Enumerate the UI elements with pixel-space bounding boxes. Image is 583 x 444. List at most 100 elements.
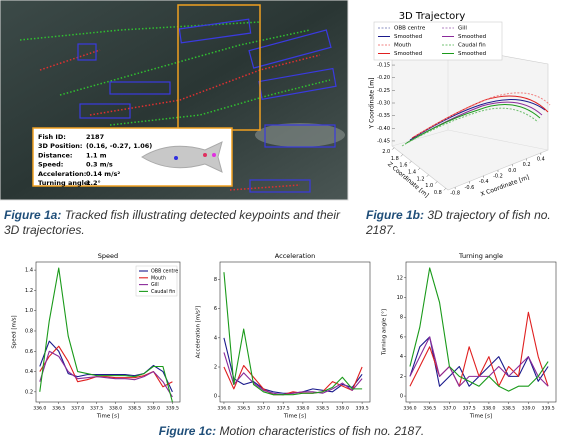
y-axis-label: Speed [m/s] [12,315,18,348]
z-tick [435,181,438,184]
info-value: 1.1 m [86,151,107,159]
y-tick-label: 2 [214,365,217,371]
series-line [39,267,173,403]
x-tick-label: 0.2 [523,162,531,168]
x-tick-label: 337.0 [71,406,84,412]
x-tick-label: 336.5 [423,406,436,412]
tracking-photo [0,0,349,201]
axis-label: X Coordinate [m] [480,174,531,198]
chart-title: Acceleration [275,252,315,260]
y-tick-label: -0.25 [377,88,390,94]
caption-1c: Figure 1c: Motion characteristics of fis… [0,424,583,439]
chart-title: 3D Trajectory [399,11,466,22]
z-tick [409,161,412,164]
plot-area [219,261,371,403]
x-tick-label: 338.0 [109,406,122,412]
x-tick-label: 337.5 [463,406,476,412]
z-tick [426,174,429,177]
x-axis-label: Time [s] [283,414,306,420]
legend-label: Smoothed [394,51,422,57]
y-axis-label: Turning angle [°] [382,309,388,356]
y-tick-label: 1.2 [25,288,33,294]
z-tick [417,167,421,171]
y-tick-label: -0.30 [377,101,390,107]
x-tick-label: 338.0 [296,406,309,412]
x-tick-label: -0.8 [450,191,460,197]
info-label: Speed: [38,161,63,169]
x-tick-label: 0.0 [508,168,516,174]
info-value: 0.14 m/s² [86,170,120,178]
x-tick-label: 336.0 [33,406,46,412]
series-line [409,336,549,387]
y-tick-label: -0.35 [377,113,390,119]
chart-title: Turning angle [458,252,503,260]
info-label: 3D Position: [38,142,83,150]
x-tick-label: 338.5 [502,406,515,412]
caption-text: Tracked fish illustrating detected keypo… [4,208,340,237]
x-tick-label: 336.0 [403,406,416,412]
info-label: Acceleration: [38,170,86,178]
series-line [223,352,363,396]
y-axis-label: Acceleration [m/s²] [195,306,202,359]
chart-title: Speed [98,252,118,260]
legend-label: Mouth [151,275,166,281]
legend-label: Mouth [394,43,412,49]
legend-label: Caudal fin [151,289,175,295]
y-tick-label: -0.20 [377,75,390,81]
x-tick-label: 339.0 [336,406,349,412]
axis-label: Y Coordinate [m] [369,78,376,130]
x-tick-label: 339.5 [356,406,369,412]
y-tick-label: 6 [214,306,217,312]
legend-label: Gill [458,26,467,32]
info-value: (0.16, -0.27, 1.06) [86,142,152,150]
y-tick-label: 0.8 [25,328,33,334]
x-tick-label: -0.6 [465,185,475,191]
legend-label: Smoothed [458,51,486,57]
x-tick-label: 0.4 [537,156,545,162]
z-tick-label: 2.0 [382,149,390,155]
y-tick-label: 2 [400,374,403,380]
x-tick-label: 339.0 [147,406,160,412]
x-tick-label: 336.5 [237,406,250,412]
info-value: 1.2° [86,179,101,187]
x-tick-label: 337.5 [90,406,103,412]
caption-1b: Figure 1b: 3D trajectory of fish no. 218… [366,208,576,238]
x-tick-label: 339.0 [522,406,535,412]
x-tick-label: -0.4 [479,179,489,185]
x-tick-label: 339.5 [542,406,555,412]
x-tick-label: 339.5 [166,406,179,412]
x-tick-label: 336.0 [217,406,230,412]
z-tick-label: 1.8 [391,156,399,162]
series-line [223,272,363,396]
y-tick-label: 10 [397,295,403,301]
y-tick-label: 0.4 [25,369,33,375]
info-label: Distance: [38,151,72,159]
legend-label: OBB centre [151,269,178,275]
caption-label: Figure 1c: [158,424,217,438]
y-tick-label: 1.4 [25,268,33,274]
x-tick-label: 337.0 [257,406,270,412]
info-value: 0.3 m/s [86,161,113,169]
x-tick-label: 338.5 [316,406,329,412]
z-tick-label: 0.8 [434,190,442,196]
legend-label: Smoothed [458,34,486,40]
x-tick-label: 338.0 [482,406,495,412]
x-axis-label: Time [s] [469,414,492,420]
x-tick-label: -0.2 [493,174,503,180]
y-tick-label: 0 [214,394,217,400]
plot-area [405,261,557,403]
z-tick [391,147,395,150]
info-label: Fish ID: [38,133,66,141]
z-tick-label: 1.0 [425,183,433,189]
legend-label: OBB centre [394,26,426,32]
x-tick-label: 336.5 [52,406,65,412]
caption-label: Figure 1a: [4,208,62,222]
z-tick [443,188,447,191]
caption-1a: Figure 1a: Tracked fish illustrating det… [4,208,340,238]
info-value: 2187 [86,133,104,141]
z-tick-label: 1.6 [399,163,407,169]
x-tick-label: 338.5 [128,406,141,412]
y-tick-label: -0.40 [377,126,390,132]
z-tick-label: 1.2 [417,176,425,182]
